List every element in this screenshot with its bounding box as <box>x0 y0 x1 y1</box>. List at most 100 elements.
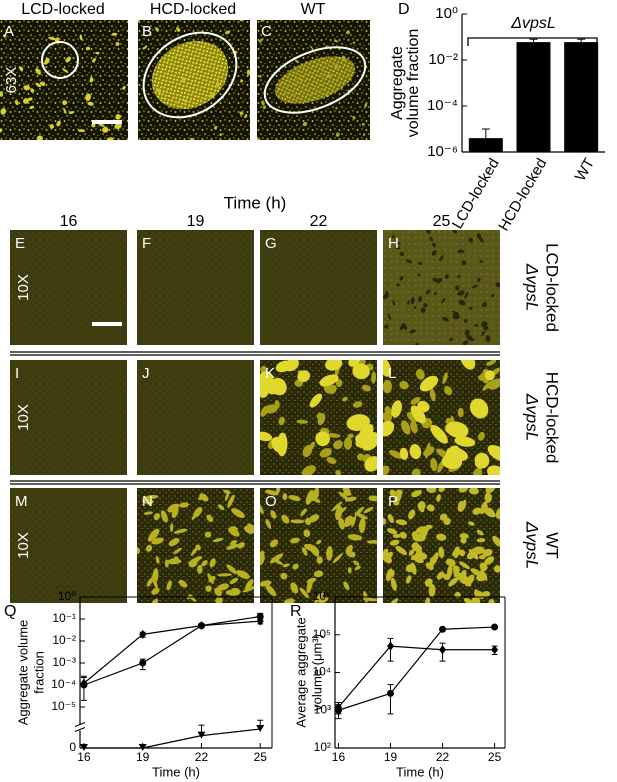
y-axis-label: fraction <box>31 651 46 694</box>
aggregate <box>444 386 453 396</box>
aggregate <box>449 337 453 342</box>
aggregate <box>493 565 500 573</box>
aggregate <box>14 99 19 106</box>
aggregate <box>459 533 469 540</box>
aggregate <box>172 556 179 563</box>
aggregate <box>173 528 188 534</box>
y-tick-label: 10⁵ <box>313 627 331 641</box>
aggregate <box>309 393 323 408</box>
aggregate <box>281 514 290 524</box>
aggregate <box>199 493 209 502</box>
aggregate <box>392 300 396 306</box>
aggregate <box>414 306 417 310</box>
row-label: WT <box>543 532 562 558</box>
aggregate <box>445 274 449 279</box>
aggregate <box>303 529 311 538</box>
aggregate <box>482 548 493 557</box>
x-tick-label: 19 <box>136 750 150 764</box>
aggregate <box>226 564 237 574</box>
aggregate <box>217 583 229 591</box>
aggregate <box>426 488 437 493</box>
aggregate <box>432 277 439 282</box>
aggregate <box>260 503 264 515</box>
aggregate <box>383 360 392 377</box>
aggregate <box>458 501 466 510</box>
aggregate <box>416 526 430 534</box>
aggregate <box>425 289 431 295</box>
aggregate <box>229 577 239 585</box>
aggregate <box>2 35 7 38</box>
panel-letter: G <box>265 235 277 252</box>
aggregate <box>217 573 232 577</box>
aggregate <box>325 93 329 98</box>
aggregate <box>389 598 399 603</box>
y-tick-label: 10⁻³ <box>52 655 76 669</box>
panel-letter: J <box>142 365 150 382</box>
aggregate <box>261 100 265 106</box>
aggregate <box>361 123 365 126</box>
aggregate <box>387 528 398 535</box>
aggregate <box>348 360 362 367</box>
aggregate <box>278 416 285 426</box>
x-axis-label: Time (h) <box>152 764 200 779</box>
aggregate <box>44 57 50 65</box>
column-label: 25 <box>433 213 451 230</box>
aggregate <box>145 494 159 499</box>
aggregate <box>352 115 356 120</box>
aggregate <box>457 274 461 279</box>
aggregate <box>347 534 363 541</box>
aggregate <box>61 68 69 73</box>
aggregate <box>240 79 244 83</box>
micrograph: I 10X <box>10 360 127 475</box>
aggregate <box>426 504 435 512</box>
aggregate <box>23 98 29 104</box>
aggregate <box>179 502 190 508</box>
aggregate <box>395 519 408 526</box>
aggregate <box>396 283 400 287</box>
aggregate <box>419 375 439 392</box>
aggregate <box>424 578 433 587</box>
aggregate <box>205 585 212 592</box>
aggregate <box>304 544 315 551</box>
x-tick-label: 25 <box>254 750 268 764</box>
aggregate <box>453 548 459 559</box>
aggregate <box>178 579 188 588</box>
aggregate <box>299 587 309 599</box>
x-tick-label: 25 <box>488 750 502 764</box>
aggregate <box>399 251 405 257</box>
aggregate <box>484 492 492 503</box>
aggregate <box>342 488 351 496</box>
aggregate <box>366 540 377 544</box>
marker <box>256 616 264 626</box>
bar <box>516 42 551 152</box>
panel-letter: R <box>290 603 302 620</box>
aggregate <box>387 514 394 524</box>
aggregate <box>492 535 500 547</box>
aggregate <box>468 306 473 310</box>
aggregate <box>155 556 160 564</box>
aggregate <box>405 259 413 264</box>
aggregate <box>260 365 267 374</box>
micrograph-bg <box>10 360 127 475</box>
aggregate <box>68 111 75 114</box>
aggregate <box>418 295 422 303</box>
marker <box>491 623 499 631</box>
aggregate <box>306 577 313 594</box>
aggregate <box>457 290 465 296</box>
aggregate <box>448 576 459 587</box>
aggregate <box>479 503 488 515</box>
aggregate <box>401 420 411 435</box>
marker <box>439 625 447 633</box>
aggregate <box>95 51 100 55</box>
marker <box>197 621 205 631</box>
x-tick-label: HCD-locked <box>495 155 550 234</box>
magnification: 10X <box>15 274 32 301</box>
aggregate <box>476 529 484 536</box>
aggregate <box>346 550 356 558</box>
micrograph-bg <box>137 360 254 475</box>
aggregate <box>452 230 458 234</box>
aggregate <box>310 46 313 49</box>
y-axis-label: volume fraction <box>405 29 422 138</box>
aggregate <box>138 20 140 22</box>
aggregate <box>19 66 24 71</box>
